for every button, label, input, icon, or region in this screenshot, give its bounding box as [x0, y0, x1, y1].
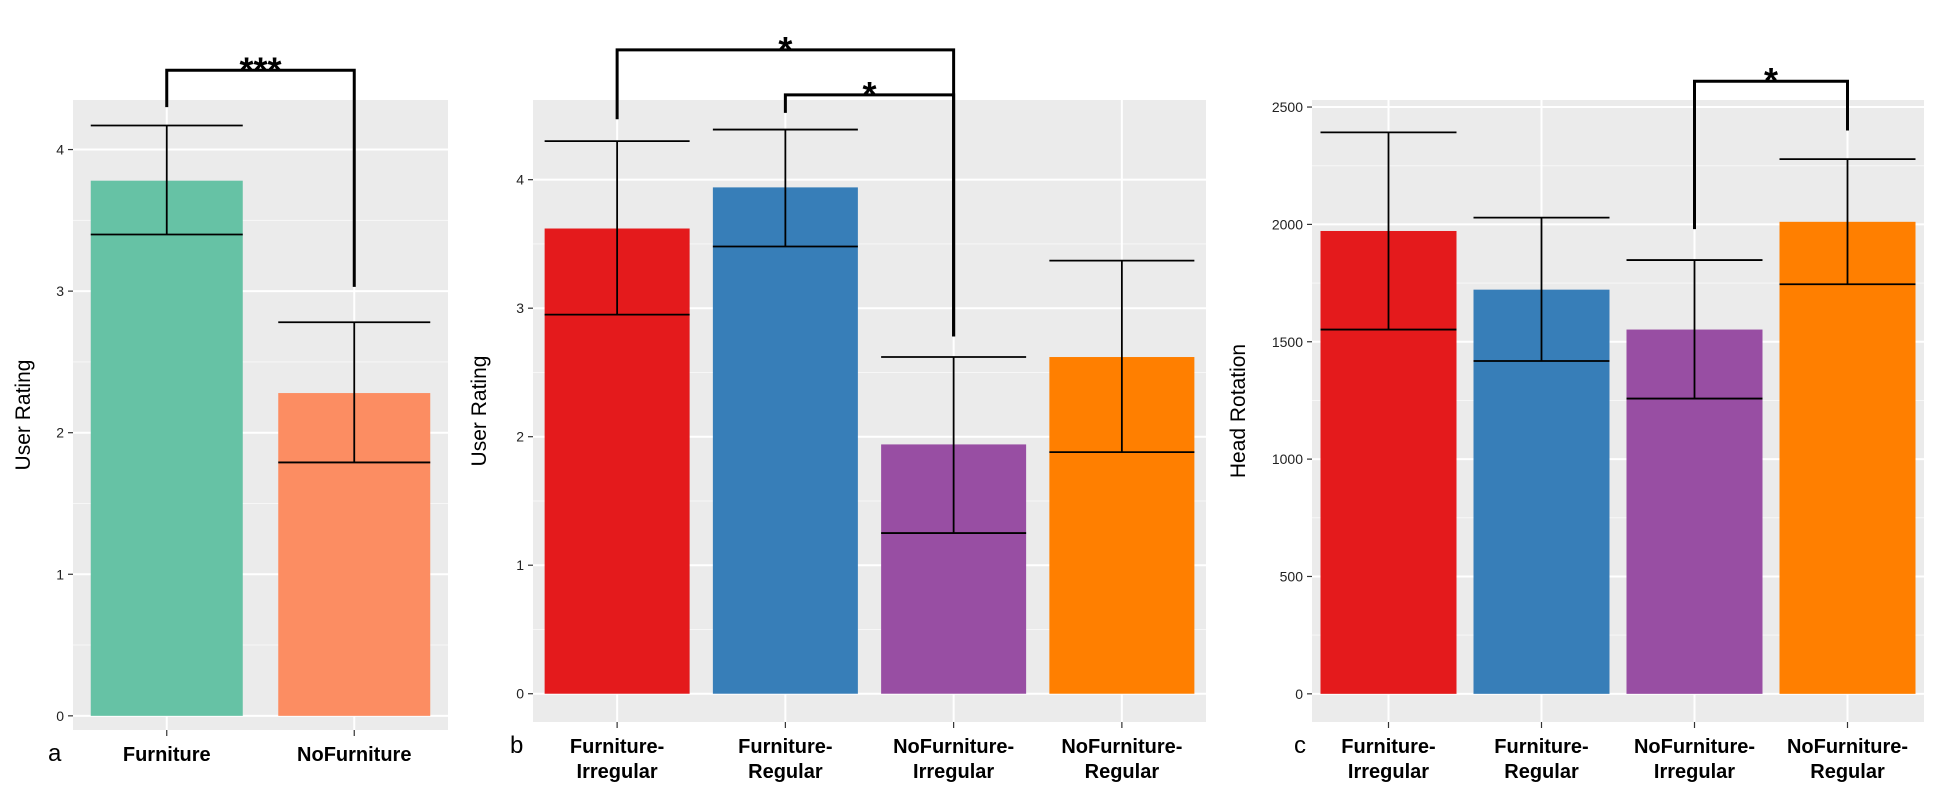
- y-tick-label: 4: [56, 142, 64, 158]
- x-tick-label-line: Furniture-: [1341, 736, 1435, 758]
- significance-label: *: [1764, 60, 1778, 101]
- chart-panel-a: 0 1 2 3 4 Furniture NoFurniture User Rating a ***: [12, 49, 448, 767]
- y-tick-label: 1000: [1272, 451, 1303, 467]
- y-tick-label: 2500: [1272, 99, 1303, 115]
- panel-letter: a: [48, 740, 62, 767]
- x-tick-label-line: NoFurniture: [297, 744, 411, 766]
- significance-label: *: [862, 74, 876, 115]
- x-tick-label-line: Regular: [748, 761, 823, 783]
- y-tick-label: 2000: [1272, 216, 1303, 232]
- y-tick-label: 3: [56, 283, 64, 299]
- significance-label: *: [778, 29, 792, 70]
- y-tick-label: 4: [516, 172, 524, 188]
- significance-bracket: [165, 68, 356, 287]
- significance-label: ***: [239, 49, 281, 90]
- x-tick-label-line: Furniture-: [570, 736, 664, 758]
- x-tick-label-line: NoFurniture-: [1634, 736, 1755, 758]
- x-tick-label-line: Regular: [1085, 761, 1160, 783]
- x-tick-label-line: Regular: [1810, 761, 1885, 783]
- x-tick-label-line: NoFurniture-: [1061, 736, 1182, 758]
- y-tick-label: 2: [56, 425, 64, 441]
- x-tick-label-line: Furniture: [123, 744, 211, 766]
- x-tick-label-line: Furniture-: [738, 736, 832, 758]
- x-tick-label-line: NoFurniture-: [1787, 736, 1908, 758]
- y-tick-label: 1500: [1272, 334, 1303, 350]
- significance-bracket: [1693, 79, 1849, 230]
- x-tick-label: Furniture- Irregular: [1341, 736, 1435, 783]
- y-axis-title: User Rating: [468, 356, 491, 467]
- x-tick-label-line: Irregular: [1654, 761, 1735, 783]
- x-tick-label: NoFurniture- Regular: [1061, 736, 1182, 783]
- bar: [712, 187, 858, 694]
- x-tick-label-line: Irregular: [577, 761, 658, 783]
- x-tick-label: NoFurniture- Irregular: [1634, 736, 1755, 783]
- y-tick-label: 0: [1295, 686, 1303, 702]
- x-tick-label: NoFurniture: [297, 744, 411, 766]
- x-tick-label-line: NoFurniture-: [893, 736, 1014, 758]
- x-tick-label: Furniture: [123, 744, 211, 766]
- y-tick-label: 2: [516, 429, 524, 445]
- x-tick-label: NoFurniture- Regular: [1787, 736, 1908, 783]
- y-tick-label: 1: [516, 557, 524, 573]
- chart-panel-c: 05001000150020002500Furniture-IrregularF…: [1227, 60, 1924, 783]
- x-tick-label: Furniture- Regular: [1494, 736, 1588, 783]
- y-axis-title: User Rating: [12, 360, 35, 471]
- x-tick-label: NoFurniture- Irregular: [893, 736, 1014, 783]
- x-tick-label-line: Irregular: [913, 761, 994, 783]
- panel-letter: c: [1294, 732, 1306, 759]
- y-tick-label: 500: [1280, 568, 1304, 584]
- x-tick-label-line: Irregular: [1348, 761, 1429, 783]
- y-tick-label: 3: [516, 300, 524, 316]
- x-tick-label-line: Furniture-: [1494, 736, 1588, 758]
- chart-panel-b: 0 1 2 3 4 Furniture- Irregular Furniture- Regula…: [468, 29, 1206, 783]
- x-tick-label: Furniture- Irregular: [570, 736, 664, 783]
- bar: [90, 180, 243, 716]
- bar: [1779, 221, 1916, 694]
- significance-bracket: [783, 93, 956, 337]
- y-tick-label: 0: [516, 686, 524, 702]
- y-tick-label: 0: [56, 708, 64, 724]
- x-tick-label-line: Regular: [1504, 761, 1579, 783]
- panel-letter: b: [510, 732, 523, 759]
- y-axis-title: Head Rotation: [1227, 344, 1250, 478]
- y-tick-label: 1: [56, 566, 64, 582]
- x-tick-label: Furniture- Regular: [738, 736, 832, 783]
